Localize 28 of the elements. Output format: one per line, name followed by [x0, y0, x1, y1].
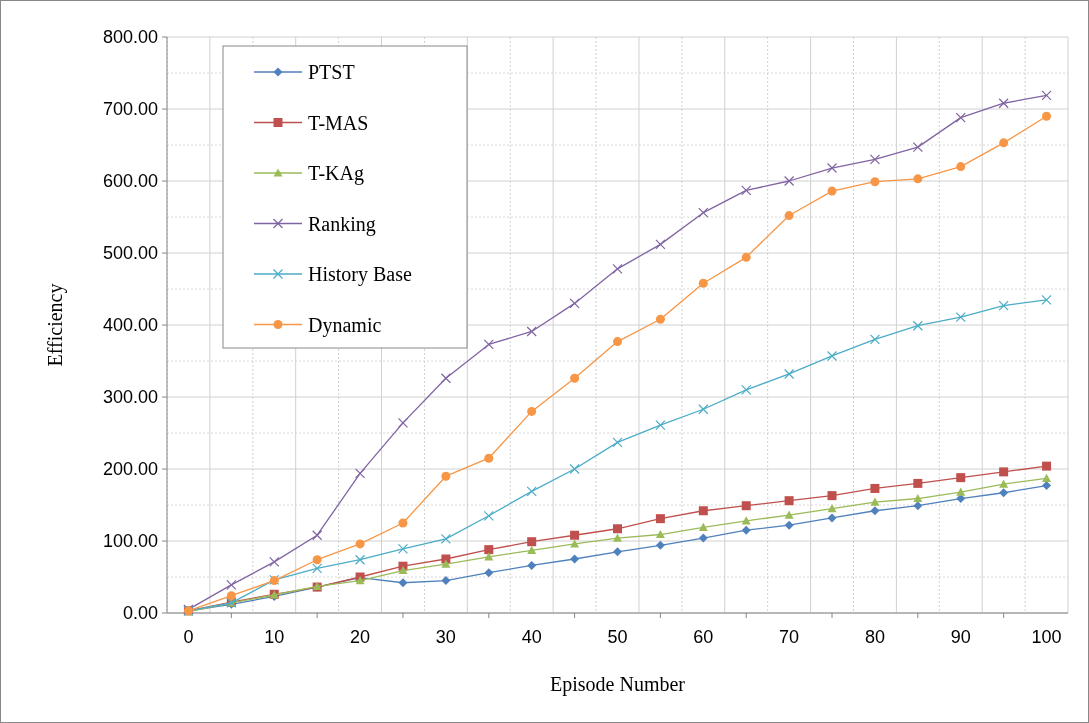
- x-tick-label: 70: [779, 627, 800, 647]
- y-tick-label: 400.00: [102, 315, 158, 336]
- x-tick-label: 90: [950, 627, 971, 647]
- legend-label: Ranking: [308, 212, 376, 236]
- x-tick-label: 30: [435, 627, 456, 647]
- legend-label: History Base: [308, 263, 412, 286]
- y-axis-title: Efficiency: [44, 283, 67, 367]
- x-tick-label: 40: [521, 627, 542, 647]
- y-tick-label: 0.00: [122, 603, 158, 624]
- x-tick-label: 20: [350, 627, 371, 647]
- x-tick-label: 0: [183, 627, 194, 647]
- y-tick-label: 100.00: [102, 531, 158, 552]
- legend-label: T-MAS: [308, 111, 369, 134]
- x-tick-label: 60: [693, 627, 714, 647]
- legend-label: Dynamic: [308, 313, 382, 337]
- legend-label: T-KAg: [308, 162, 364, 185]
- y-tick-label: 200.00: [102, 459, 158, 480]
- y-tick-label: 300.00: [102, 387, 158, 408]
- y-tick-label: 800.00: [102, 27, 158, 48]
- x-axis-title: Episode Number: [550, 673, 686, 696]
- y-tick-label: 500.00: [102, 243, 158, 264]
- y-tick-label: 600.00: [102, 171, 158, 192]
- x-tick-label: 10: [264, 627, 285, 647]
- y-tick-label: 700.00: [102, 99, 158, 120]
- legend-label: PTST: [308, 61, 355, 83]
- x-tick-label: 80: [864, 627, 885, 647]
- x-tick-label: 100: [1031, 627, 1062, 647]
- x-tick-label: 50: [607, 627, 628, 647]
